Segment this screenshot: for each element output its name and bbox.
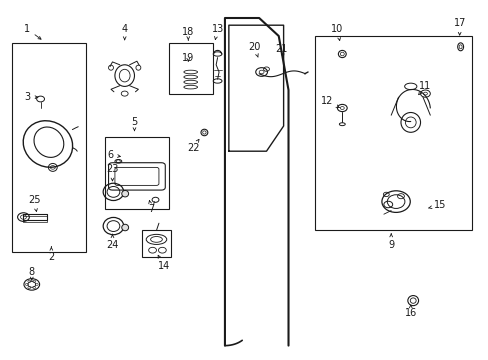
Text: 18: 18	[182, 27, 194, 40]
Text: 9: 9	[387, 234, 393, 250]
Bar	[315, 36, 471, 230]
Text: 6: 6	[107, 150, 120, 160]
Bar	[23, 220, 47, 222]
Text: 4: 4	[122, 24, 127, 40]
Text: 1: 1	[24, 24, 41, 39]
Text: 10: 10	[330, 24, 343, 40]
Text: 14: 14	[157, 255, 170, 271]
Text: 21: 21	[274, 44, 287, 57]
Bar	[105, 137, 168, 209]
Text: 15: 15	[427, 200, 446, 210]
Text: 12: 12	[321, 96, 339, 108]
Text: 7: 7	[148, 201, 154, 214]
Text: 25: 25	[28, 195, 41, 211]
Text: 17: 17	[452, 18, 465, 35]
Text: 16: 16	[404, 305, 416, 318]
Text: 11: 11	[418, 81, 431, 95]
Ellipse shape	[122, 190, 128, 197]
Bar	[23, 214, 47, 220]
Bar	[142, 230, 171, 257]
Text: 23: 23	[106, 164, 119, 181]
Text: 3: 3	[24, 92, 38, 102]
Text: 19: 19	[182, 53, 194, 63]
Ellipse shape	[122, 224, 128, 231]
Text: 22: 22	[186, 139, 199, 153]
Text: 2: 2	[48, 247, 54, 262]
Bar	[12, 43, 85, 252]
Bar	[168, 43, 212, 94]
Text: 20: 20	[247, 42, 260, 57]
Bar	[23, 214, 47, 216]
Text: 13: 13	[211, 24, 224, 40]
Text: 8: 8	[29, 267, 35, 280]
Text: 24: 24	[106, 234, 119, 250]
Text: 5: 5	[131, 117, 137, 131]
